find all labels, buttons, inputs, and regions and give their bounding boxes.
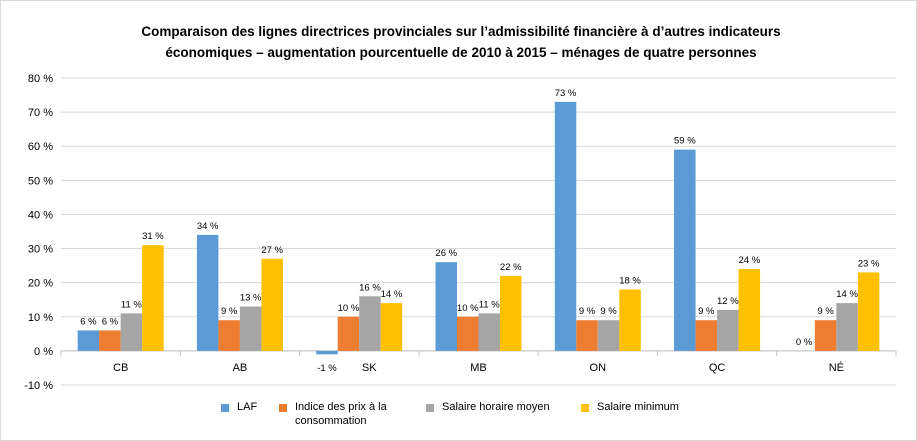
legend-item-salaire-horaire: Salaire horaire moyen (426, 400, 550, 414)
data-label: 23 % (858, 258, 880, 269)
data-label: 59 % (674, 136, 696, 147)
x-tick-label: CB (113, 362, 128, 374)
legend: LAF Indice des prix à la consommation Sa… (221, 400, 781, 432)
data-label: 9 % (221, 306, 238, 317)
legend-swatch-salaire-horaire (426, 404, 434, 412)
y-tick-label: 40 % (28, 209, 53, 221)
data-label: 31 % (142, 231, 164, 242)
data-label: -1 % (317, 363, 337, 374)
data-label: 73 % (555, 88, 577, 99)
legend-item-ipc: Indice des prix à la consommation (279, 400, 387, 428)
data-label: 22 % (500, 262, 522, 273)
data-label: 0 % (796, 337, 813, 348)
y-tick-label: 60 % (28, 141, 53, 153)
y-tick-label: 70 % (28, 107, 53, 119)
data-label: 9 % (600, 306, 617, 317)
bar (359, 296, 381, 351)
data-label: 6 % (102, 316, 119, 327)
bar (435, 262, 457, 351)
bar (738, 269, 761, 351)
chart-title-line-2: économiques – augmentation pourcentuelle… (165, 45, 757, 60)
bar (619, 289, 641, 351)
data-label: 24 % (738, 255, 760, 266)
data-label: 27 % (261, 245, 283, 256)
bar (142, 245, 164, 351)
data-label: 18 % (619, 275, 641, 286)
bar (316, 350, 338, 355)
data-label: 11 % (479, 299, 501, 310)
chart-title: Comparaison des lignes directrices provi… (61, 21, 861, 63)
bar (457, 316, 479, 351)
y-tick-label: 80 % (28, 73, 53, 85)
y-tick-label: 50 % (28, 175, 53, 187)
bar (120, 313, 143, 351)
bar (478, 313, 500, 351)
data-label: 10 % (457, 303, 479, 314)
data-label: 6 % (80, 316, 97, 327)
bar (576, 320, 598, 351)
bar (554, 101, 577, 351)
legend-swatch-salaire-minimum (581, 404, 589, 412)
data-label: 13 % (240, 293, 262, 304)
bar (674, 149, 696, 351)
legend-label-ipc: Indice des prix à la consommation (295, 400, 387, 428)
x-tick-label: ON (590, 362, 607, 374)
y-tick-label: 20 % (28, 278, 53, 290)
bar (695, 320, 718, 351)
data-label: 14 % (836, 289, 858, 300)
x-tick-label: QC (709, 362, 726, 374)
bar (836, 303, 858, 351)
bar (239, 306, 262, 351)
bar (380, 303, 403, 351)
chart-title-line-1: Comparaison des lignes directrices provi… (141, 24, 781, 39)
legend-label-salaire-minimum: Salaire minimum (597, 401, 679, 413)
data-label: 14 % (381, 289, 403, 300)
data-label: 10 % (338, 303, 360, 314)
bar (218, 320, 240, 351)
y-tick-label: 30 % (28, 244, 53, 256)
bar (261, 258, 283, 351)
x-tick-label: MB (470, 362, 487, 374)
data-label: 26 % (435, 248, 457, 259)
bar (196, 234, 219, 351)
y-tick-label: 10 % (28, 312, 53, 324)
legend-swatch-laf (221, 404, 229, 412)
bar (857, 272, 880, 351)
legend-label-salaire-horaire: Salaire horaire moyen (442, 401, 550, 413)
bar (814, 320, 837, 351)
y-tick-label: -10 % (24, 380, 53, 392)
data-label: 11 % (121, 299, 143, 310)
legend-item-laf: LAF (221, 400, 257, 414)
bar (77, 330, 100, 351)
bar (597, 320, 620, 351)
legend-swatch-ipc (279, 404, 287, 412)
x-tick-label: NÉ (829, 361, 844, 374)
data-label: 9 % (817, 306, 834, 317)
legend-label-ipc-line-2: consommation (295, 415, 367, 427)
data-label: 9 % (698, 306, 715, 317)
legend-label-ipc-line-1: Indice des prix à la (295, 401, 387, 413)
legend-item-salaire-minimum: Salaire minimum (581, 400, 679, 414)
bar (500, 275, 522, 351)
data-label: 12 % (717, 296, 739, 307)
y-tick-label: 0 % (34, 346, 53, 358)
data-label: 9 % (579, 306, 596, 317)
x-tick-label: SK (362, 362, 377, 374)
x-tick-label: AB (233, 362, 248, 374)
bar (717, 309, 739, 351)
data-label: 16 % (359, 282, 381, 293)
data-label: 34 % (197, 221, 219, 232)
bar (99, 330, 121, 351)
bar (337, 316, 360, 351)
legend-label-laf: LAF (237, 401, 258, 413)
